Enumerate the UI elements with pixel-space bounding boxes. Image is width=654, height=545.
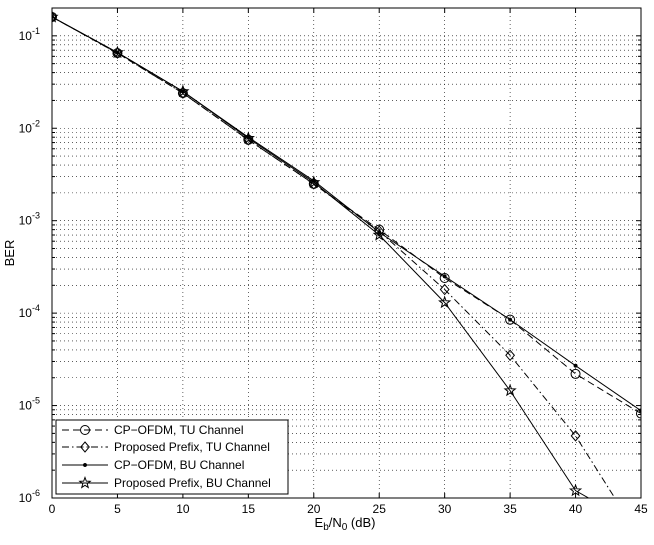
marker-dot: [115, 50, 120, 55]
marker-circle: [636, 408, 641, 419]
marker-diamond: [570, 430, 581, 442]
legend-box: [55, 419, 289, 495]
x-tick-label: 30: [438, 502, 452, 516]
y-axis-label: BER: [2, 240, 17, 267]
marker-star: [110, 45, 125, 59]
legend-label: CP−OFDM, BU Channel: [114, 458, 244, 472]
marker-diamond: [439, 283, 450, 296]
y-tick-labels: 10-6 10-5 10-4 10-3 10-2 10-1: [19, 26, 40, 505]
data-series: [52, 16, 641, 498]
x-tick-label: 20: [307, 502, 321, 516]
marker-circle: [439, 272, 450, 283]
series-line-2: [52, 16, 616, 498]
y-tick-label: 10-2: [19, 118, 40, 135]
series-line-4: [52, 16, 589, 498]
x-tick-label: 10: [176, 502, 190, 516]
y-tick-label: 10-5: [19, 396, 40, 413]
grid-lines: [52, 8, 641, 498]
series-line-1: [52, 16, 641, 414]
marker-diamond: [112, 47, 123, 59]
marker-star: [568, 483, 583, 497]
marker-diamond: [80, 441, 90, 453]
x-axis-label: Eb/N0 (dB): [315, 515, 376, 533]
x-tick-label: 40: [569, 502, 583, 516]
x-tick-labels: 0 5 10 15 20 25 30 35 40 45: [49, 502, 648, 516]
marker-star: [372, 228, 386, 241]
marker-circle: [570, 368, 581, 379]
marker-diamond: [505, 349, 516, 362]
marker-dot: [573, 363, 578, 368]
axis-ticks: [51, 7, 642, 499]
marker-dot: [508, 317, 513, 322]
marker-dot: [442, 274, 447, 279]
x-tick-label: 15: [242, 502, 256, 516]
y-tick-label: 10-1: [19, 26, 40, 43]
series-line-3: [52, 16, 641, 412]
y-tick-label: 10-4: [19, 303, 40, 320]
marker-dot: [180, 89, 185, 94]
marker-diamond: [374, 225, 385, 237]
x-tick-label: 25: [373, 502, 387, 516]
legend-label: Proposed Prefix, BU Channel: [114, 476, 271, 490]
legend: CP−OFDM, TU Channel Proposed Prefix, TU C…: [55, 419, 289, 495]
y-tick-label: 10-6: [19, 488, 40, 505]
marker-star: [503, 383, 517, 397]
data-markers: [52, 10, 641, 497]
marker-star: [52, 10, 59, 23]
marker-star: [176, 84, 190, 98]
marker-star: [438, 295, 452, 309]
legend-label: CP−OFDM, TU Channel: [114, 423, 244, 437]
x-tick-label: 5: [114, 502, 121, 516]
plot-frame: [51, 7, 642, 499]
marker-star: [78, 476, 92, 489]
x-tick-label: 0: [49, 502, 56, 516]
marker-star: [307, 175, 321, 188]
legend-label: Proposed Prefix, TU Channel: [114, 440, 270, 454]
marker-star: [241, 131, 255, 144]
marker-dot: [82, 462, 88, 468]
marker-circle: [505, 314, 516, 325]
x-tick-label: 45: [634, 502, 648, 516]
marker-circle: [80, 425, 90, 435]
y-tick-label: 10-3: [19, 211, 40, 228]
x-tick-label: 35: [503, 502, 517, 516]
